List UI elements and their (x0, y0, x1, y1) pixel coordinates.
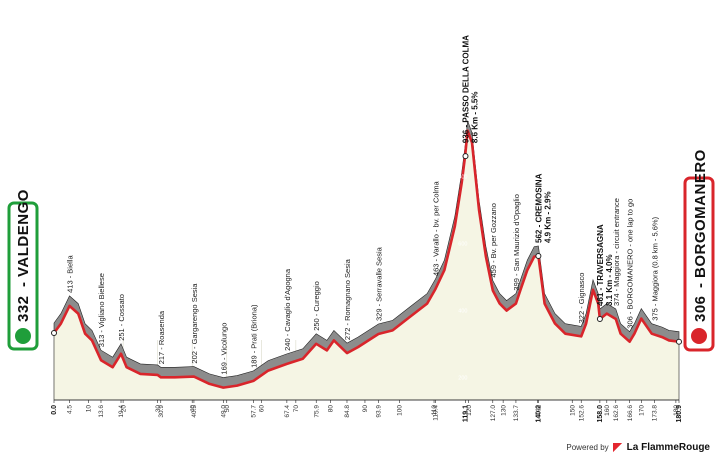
waypoint-3: 217 - Roasenda (157, 310, 166, 364)
km-tick-label-39: 180 (673, 405, 680, 416)
km-tick-label-29: 140 (535, 405, 542, 416)
km-tick-label-9: 40.5 (191, 405, 198, 418)
km-tick-label-28: 133.7 (513, 405, 520, 422)
flamme-rouge-logo-icon (612, 442, 623, 453)
finish-marker: 306 - BORGOMANERO (683, 149, 715, 352)
start-badge-frame (7, 201, 39, 351)
waypoint-6: 189 - Prati (Briona) (249, 304, 258, 368)
finish-altitude: 306 (692, 295, 709, 322)
profile-area (51, 120, 682, 401)
waypoint-13: 459 - Bv. per Gozzano (489, 203, 498, 277)
km-tick-label-30: 140.2 (536, 405, 543, 423)
start-point (51, 330, 57, 337)
km-tick-label-31: 150 (569, 405, 576, 416)
km-tick-label-1: 4.5 (67, 405, 74, 414)
km-tick-label-17: 80 (328, 405, 335, 413)
km-tick-label-5: 20 (120, 405, 127, 413)
waypoint-labels: 413 - Biella 313 - Vigliano Biellese 251 -… (66, 35, 660, 375)
waypoint-10: 329 - Serravalle Sesia (374, 246, 383, 321)
finish-badge-frame (683, 176, 715, 352)
km-tick-label-35: 162.6 (613, 405, 620, 422)
km-tick-label-2: 10 (86, 405, 93, 413)
route-line (52, 129, 680, 389)
waypoint-sub-15: 4.9 Km - 2.9% (543, 191, 552, 243)
waypoint-4: 202 - Gargarengo Sesia (190, 283, 199, 364)
credit-brand: La FlammeRouge (626, 442, 710, 453)
waypoint-1: 313 - Vigliano Biellese (97, 273, 106, 347)
climb-point-1 (535, 252, 542, 259)
km-tick-label-40: 180.9 (676, 405, 683, 423)
km-tick-label-36: 166.6 (627, 405, 634, 422)
waypoint-sub-17: 3.1 Km - 4.0% (605, 254, 614, 306)
waypoint-9: 272 - Romagnano Sesia (343, 258, 352, 340)
km-tick-label-34: 160 (604, 405, 611, 416)
start-altitude: 332 (15, 295, 32, 322)
waypoint-12: 936 - PASSO DELLA COLMA (462, 35, 471, 143)
km-tick-label-6: 30 (155, 405, 162, 413)
km-tick-label-14: 67.4 (284, 405, 291, 418)
credit: Powered by La FlammeRouge (566, 442, 710, 453)
km-tick-label-20: 93.9 (376, 405, 383, 418)
altitude-tick-3: 800 (458, 174, 467, 180)
km-tick-label-37: 170 (639, 405, 646, 416)
start-dash: - (15, 282, 32, 288)
start-icon (15, 328, 31, 344)
climb-point-2 (596, 315, 603, 322)
km-tick-label-10: 49.0 (221, 405, 228, 418)
profile-fill (53, 130, 680, 401)
km-tick-label-21: 100 (397, 405, 404, 416)
km-tick-label-24: 119.1 (463, 405, 470, 422)
finish-point (676, 338, 682, 345)
waypoint-19: 306 - BORGOMANERO - one lap to go (626, 199, 635, 329)
km-tick-label-15: 70 (293, 405, 300, 413)
km-tick-label-7: 30.9 (158, 405, 165, 418)
altitude-ticks: 200 400 600 800 (458, 174, 467, 381)
waypoint-20: 375 - Maggiora (0.8 km - 5.6%) (651, 216, 660, 320)
km-tick-label-8: 40 (189, 405, 196, 413)
start-marker: 332 - VALDENGO (7, 189, 39, 351)
km-tick-label-23: 110.4 (433, 405, 440, 421)
altitude-tick-2: 600 (458, 241, 467, 247)
km-tick-label-32: 152.6 (578, 405, 585, 422)
km-tick-label-18: 84.8 (344, 405, 351, 418)
waypoint-18: 374 - Maggiora - circuit entrance (612, 198, 621, 306)
altitude-tick-0: 200 (458, 375, 467, 381)
km-tick-label-38: 173.8 (652, 405, 659, 422)
km-tick-label-12: 57.7 (251, 405, 258, 418)
waypoint-5: 169 - Vicolungo (219, 323, 228, 375)
km-tick-label-27: 130 (500, 405, 507, 416)
km-tick-label-4: 19.4 (118, 405, 125, 418)
km-tick-label-16: 75.9 (313, 405, 320, 418)
km-tick-label-0: 0.0 (51, 405, 58, 415)
waypoint-15: 562 - CREMOSINA (534, 173, 543, 243)
waypoint-14: 399 - San Maurizio d'Opaglio (512, 194, 521, 291)
km-tick-label-13: 60 (259, 405, 266, 413)
waypoint-0: 413 - Biella (66, 255, 75, 293)
km-tick-label-33: 158.0 (597, 405, 604, 423)
km-tick-label-11: 50 (224, 405, 231, 413)
waypoint-sub-12: 8.6 Km - 5.5% (471, 92, 480, 144)
finish-name: BORGOMANERO (692, 149, 709, 278)
waypoint-7: 240 - Cavaglio d'Agogna (283, 268, 292, 351)
altitude-tick-1: 400 (458, 308, 467, 314)
start-name: VALDENGO (15, 189, 32, 277)
climb-point-0 (462, 153, 469, 160)
finish-icon (691, 328, 707, 344)
waypoint-11: 463 - Varallo - bv. per Colma (431, 181, 440, 277)
waypoint-16: 322 - Gignasco (577, 273, 586, 324)
km-tick-label-3: 13.6 (98, 405, 105, 418)
waypoint-8: 250 - Cureggio (312, 281, 321, 331)
waypoint-17: 461 - TRAVERSAGNA (596, 224, 605, 306)
km-tick-label-25: 120 (466, 405, 473, 416)
credit-prefix: Powered by (566, 443, 609, 452)
km-tick-label-22: 110 (431, 405, 438, 416)
km-tick-label-19: 90 (362, 405, 369, 413)
km-tick-label-26: 127.0 (490, 405, 497, 422)
finish-dash: - (692, 283, 709, 289)
waypoint-2: 251 - Cossato (117, 294, 126, 341)
